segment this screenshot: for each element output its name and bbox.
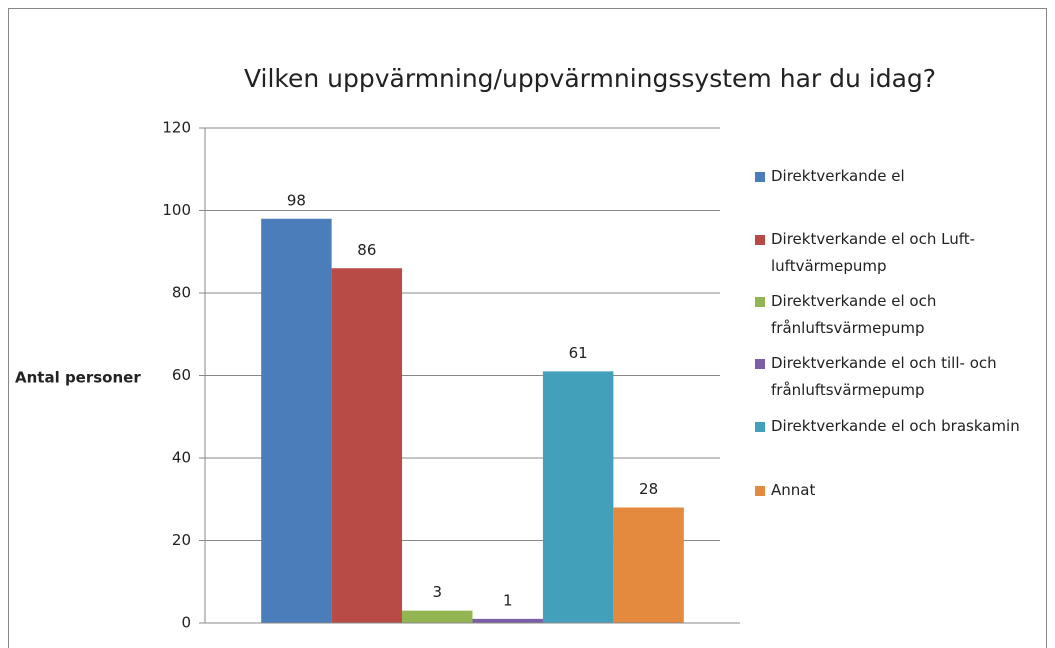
legend-label: Direktverkande el och Luft-luftvärmepump (771, 230, 976, 275)
data-label: 3 (433, 583, 443, 601)
bar (331, 268, 403, 623)
legend-swatch (755, 359, 765, 369)
y-tick-label: 60 (172, 366, 191, 384)
bar (402, 610, 473, 623)
legend-swatch (755, 422, 765, 432)
bar (613, 507, 684, 623)
legend-label: Direktverkande el och braskamin (771, 417, 1020, 435)
legend-item: Annat (755, 477, 1030, 504)
data-label: 86 (357, 241, 376, 259)
bar (542, 371, 614, 623)
chart-title: Vilken uppvärmning/uppvärmningssystem ha… (244, 64, 936, 93)
chart-frame (8, 8, 1047, 648)
legend-item: Direktverkande el och Luft-luftvärmepump (755, 226, 1030, 280)
data-label: 98 (287, 191, 306, 209)
legend-item: Direktverkande el och braskamin (755, 413, 1030, 440)
legend-item: Direktverkande el och frånluftsvärmepump (755, 288, 1030, 342)
bar (472, 618, 543, 623)
legend-label: Direktverkande el och till- och frånluft… (771, 354, 997, 399)
y-tick-label: 120 (162, 119, 191, 137)
bar (261, 218, 332, 623)
legend-item: Direktverkande el (755, 163, 1030, 190)
legend-label: Direktverkande el (771, 167, 905, 185)
data-label: 1 (503, 591, 513, 609)
legend-label: Direktverkande el och frånluftsvärmepump (771, 292, 937, 337)
legend-swatch (755, 172, 765, 182)
data-label: 28 (639, 480, 658, 498)
legend-label: Annat (771, 481, 816, 499)
y-tick-label: 20 (172, 531, 191, 549)
legend-swatch (755, 235, 765, 245)
legend-item: Direktverkande el och till- och frånluft… (755, 350, 1030, 404)
y-tick-label: 100 (162, 201, 191, 219)
legend-swatch (755, 297, 765, 307)
data-label: 61 (569, 344, 588, 362)
y-tick-label: 0 (181, 614, 191, 632)
y-tick-label: 40 (172, 449, 191, 467)
y-tick-label: 80 (172, 284, 191, 302)
legend-swatch (755, 486, 765, 496)
y-axis-label: Antal personer (15, 369, 141, 387)
